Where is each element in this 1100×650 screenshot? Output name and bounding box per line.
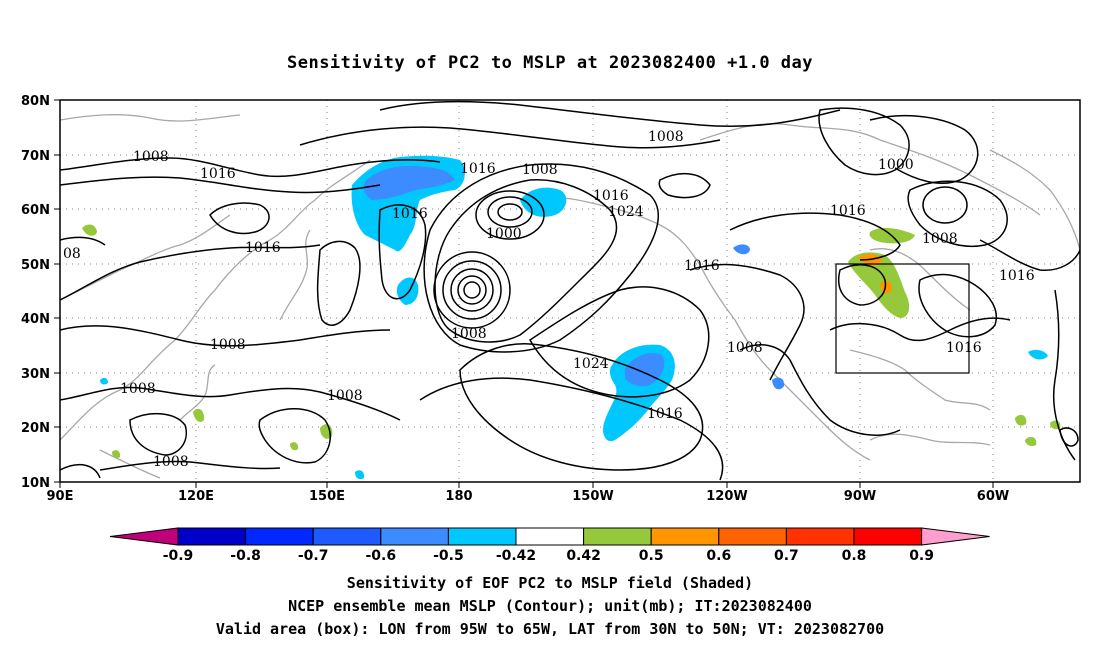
map-frame — [59, 99, 1081, 483]
contour-label: 1008 — [153, 454, 189, 470]
lat-label-30n: 30N — [21, 367, 50, 382]
colorbar-arrow-right — [921, 527, 990, 546]
lat-label-10n: 10N — [21, 476, 50, 491]
valid-area-box — [835, 263, 970, 374]
colorbar-tick-label: -0.8 — [230, 548, 261, 564]
contour-label: 1024 — [608, 204, 644, 220]
map-panel: 1008 1016 1016 08 1008 1008 1008 1008 10… — [21, 94, 1081, 504]
contour-label: 1008 — [451, 326, 487, 342]
contour-label: 1016 — [999, 268, 1035, 284]
lon-label-60w: 60W — [977, 489, 1009, 504]
colorbar-labels: -0.9 -0.8 -0.7 -0.6 -0.5 -0.42 0.42 0.5 0.6 0.7 0.… — [163, 548, 934, 564]
colorbar — [109, 527, 990, 546]
colorbar-segment — [177, 527, 247, 546]
colorbar-tick-label: -0.42 — [496, 548, 536, 564]
contour-label: 08 — [63, 246, 81, 262]
caption-line-3: Valid area (box): LON from 95W to 65W, L… — [216, 620, 884, 638]
longitude-labels: 90E 120E 150E 180 150W 120W 90W 60W — [47, 489, 1010, 504]
pos-patch-east-us — [848, 252, 910, 318]
contour-label: 1016 — [647, 406, 683, 422]
contour-label: 1008 — [922, 231, 958, 247]
chart-title: Sensitivity of PC2 to MSLP at 2023082400… — [287, 53, 813, 73]
lon-label-120w: 120W — [706, 489, 747, 504]
contour-label: 1000 — [878, 157, 914, 173]
pos-patch-west-pacific-1 — [82, 224, 97, 236]
lon-label-150e: 150E — [309, 489, 345, 504]
colorbar-tick-label: 0.7 — [774, 548, 799, 564]
neg-patch-baja — [772, 377, 785, 390]
contour-label: 1008 — [133, 149, 169, 165]
contour-label: 1008 — [522, 162, 558, 178]
lat-label-60n: 60N — [21, 203, 50, 218]
contour-label: 1016 — [200, 166, 236, 182]
lat-label-20n: 20N — [21, 421, 50, 436]
pos-patch-misc-2 — [112, 450, 121, 459]
lat-label-40n: 40N — [21, 312, 50, 327]
neg-patch-sw-us — [733, 244, 750, 255]
colorbar-segment — [650, 527, 720, 546]
colorbar-segment — [312, 527, 382, 546]
caption-line-1: Sensitivity of EOF PC2 to MSLP field (Sh… — [347, 574, 753, 592]
neg-patch-bering-core — [363, 165, 455, 200]
contour-label: 1008 — [727, 340, 763, 356]
colorbar-tick-label: 0.5 — [639, 548, 664, 564]
colorbar-tick-label: -0.6 — [365, 548, 396, 564]
colorbar-tick-label: -0.7 — [298, 548, 329, 564]
lat-label-50n: 50N — [21, 258, 50, 273]
contour-label: 1016 — [245, 240, 281, 256]
pos-patch-atlantic-2 — [1025, 436, 1037, 447]
lon-label-150w: 150W — [572, 489, 613, 504]
colorbar-tick-label: 0.8 — [842, 548, 867, 564]
colorbar-segment — [447, 527, 517, 546]
contour-label: 1016 — [830, 203, 866, 219]
pos-patch-atlantic-1 — [1015, 414, 1027, 426]
latitude-labels: 80N 70N 60N 50N 40N 30N 20N 10N — [21, 94, 50, 491]
neg-patch-misc-1 — [100, 377, 108, 385]
neg-patch-atlantic — [1028, 349, 1048, 360]
neg-patch-misc-2 — [355, 470, 365, 480]
colorbar-segment — [583, 527, 652, 546]
contour-label: 1000 — [486, 226, 522, 242]
colorbar-segment — [718, 527, 787, 546]
contour-label: 1016 — [392, 206, 428, 222]
lon-label-180: 180 — [445, 489, 472, 504]
mslp-contours — [60, 100, 1080, 481]
contour-label: 1016 — [946, 340, 982, 356]
contour-label: 1024 — [573, 356, 609, 372]
colorbar-segment — [785, 527, 855, 546]
colorbar-segment — [245, 527, 314, 546]
lon-label-90e: 90E — [47, 489, 74, 504]
contour-label: 1008 — [648, 129, 684, 145]
contour-label: 1016 — [460, 161, 496, 177]
colorbar-tick-label: 0.6 — [706, 548, 731, 564]
contour-labels: 1008 1016 1016 08 1008 1008 1008 1008 10… — [63, 129, 1035, 470]
colorbar-tick-label: 0.42 — [566, 548, 601, 564]
coastlines — [60, 114, 1080, 479]
colorbar-tick-label: -0.5 — [433, 548, 464, 564]
lon-label-90w: 90W — [844, 489, 876, 504]
captions: Sensitivity of EOF PC2 to MSLP field (Sh… — [216, 574, 884, 638]
colorbar-segment — [515, 527, 585, 546]
lat-label-80n: 80N — [21, 94, 50, 109]
map-background — [60, 100, 1080, 482]
pos-patch-west-pacific-3 — [193, 408, 205, 423]
contour-label: 1016 — [593, 188, 629, 204]
contour-label: 1016 — [684, 258, 720, 274]
contour-label: 1008 — [327, 388, 363, 404]
lon-label-120e: 120E — [178, 489, 214, 504]
caption-line-2: NCEP ensemble mean MSLP (Contour); unit(… — [288, 597, 812, 615]
colorbar-arrow-left — [109, 527, 179, 546]
colorbar-segment — [853, 527, 923, 546]
contour-label: 1008 — [120, 381, 156, 397]
colorbar-tick-label: -0.9 — [163, 548, 194, 564]
pos-patch-misc-1 — [290, 442, 299, 451]
axis-ticks — [54, 99, 994, 488]
colorbar-segment — [380, 527, 449, 546]
colorbar-tick-label: 0.9 — [909, 548, 934, 564]
lat-label-70n: 70N — [21, 149, 50, 164]
contour-label: 1008 — [210, 337, 246, 353]
